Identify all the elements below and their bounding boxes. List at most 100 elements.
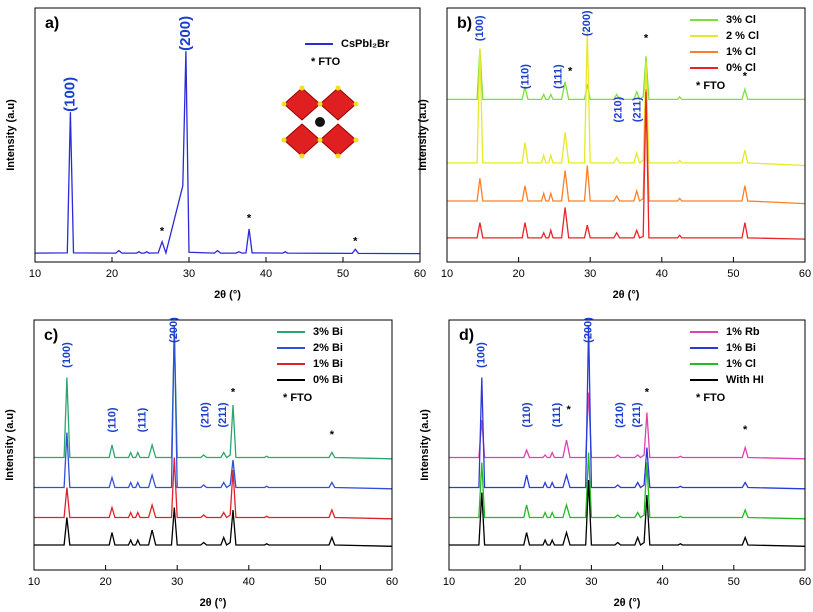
peak-index: (200) <box>581 10 593 36</box>
legend-note: * FTO <box>311 56 341 68</box>
xrd-line <box>449 479 806 547</box>
x-tick-label: 60 <box>414 268 426 280</box>
x-tick-label: 30 <box>171 576 183 588</box>
peak-index: (200) <box>582 317 594 343</box>
x-axis-label: 2θ (°) <box>613 289 640 301</box>
x-tick-label: 40 <box>656 268 668 280</box>
xrd-line <box>34 51 421 256</box>
legend-label: 3% Bi <box>313 326 343 338</box>
peak-marker: * <box>568 65 573 77</box>
peak-index: (111) <box>553 64 565 89</box>
peak-index: (100) <box>61 77 78 112</box>
y-axis-label: Intensity (a.u) <box>417 99 429 171</box>
peak-marker: * <box>160 225 165 237</box>
peak-index: (210) <box>613 96 625 122</box>
panel: 10 20 30 40 50 60 2θ (°) Intensity (a.u) a) CsPbI… <box>5 7 426 301</box>
x-tick-label: 40 <box>656 576 668 588</box>
peak-marker: * <box>353 236 358 248</box>
x-axis-label: 2θ (°) <box>214 289 241 301</box>
x-tick-label: 10 <box>441 268 453 280</box>
legend-label: 0% Bi <box>313 374 343 386</box>
legend-label: 1% Cl <box>726 358 756 370</box>
peak-marker: * <box>743 70 748 82</box>
peak-marker: * <box>743 424 748 436</box>
x-tick-label: 40 <box>260 268 272 280</box>
legend-label: 3% Cl <box>726 14 756 26</box>
xrd-line <box>449 392 806 460</box>
y-axis-label: Intensity (a.u) <box>419 409 431 481</box>
peak-index: (110) <box>520 64 532 89</box>
x-tick-label: 20 <box>99 576 111 588</box>
xrd-line <box>447 91 806 240</box>
panel-label: b) <box>457 15 472 32</box>
plot-frame <box>33 319 393 571</box>
peak-index: (210) <box>614 402 626 428</box>
xrd-line <box>449 324 806 490</box>
peak-marker: * <box>247 213 252 225</box>
legend-label: 1% Rb <box>726 326 760 338</box>
peak-index: (100) <box>61 342 73 368</box>
peak-index: (110) <box>521 402 533 427</box>
panel: 10 20 30 40 50 60 2θ (°) Intensity (a.u) d) 1% Rb… <box>419 317 811 609</box>
legend-note: * FTO <box>696 80 726 92</box>
x-tick-label: 60 <box>799 268 811 280</box>
legend-label: 2% Bi <box>313 342 343 354</box>
peak-index: (100) <box>476 342 488 368</box>
x-tick-label: 50 <box>727 268 739 280</box>
x-tick-label: 50 <box>314 576 326 588</box>
peak-index: (111) <box>137 407 149 432</box>
panel-label: a) <box>45 15 59 32</box>
xrd-line <box>34 324 393 490</box>
peak-index: (100) <box>474 15 486 41</box>
legend-label: CsPbI₂Br <box>341 38 390 50</box>
peak-marker: * <box>644 32 649 44</box>
x-tick-label: 20 <box>512 268 524 280</box>
panel-label: d) <box>459 327 474 344</box>
legend-label: 1% Cl <box>726 46 756 58</box>
legend-note: * FTO <box>283 392 313 404</box>
halide-atoms <box>281 85 359 159</box>
peak-index: (211) <box>217 402 229 427</box>
legend-label: With HI <box>726 374 764 386</box>
x-tick-label: 10 <box>28 576 40 588</box>
legend-label: 0% Cl <box>726 62 756 74</box>
x-tick-label: 50 <box>337 268 349 280</box>
plot-frame <box>448 319 806 571</box>
xrd-line <box>447 89 806 205</box>
octahedron <box>319 123 357 157</box>
x-tick-label: 10 <box>443 576 455 588</box>
x-tick-label: 40 <box>243 576 255 588</box>
peak-index: (110) <box>107 407 119 432</box>
cs-atom <box>315 117 325 127</box>
x-tick-label: 60 <box>799 576 811 588</box>
peak-index: (211) <box>631 402 643 427</box>
peak-marker: * <box>330 429 335 441</box>
peak-index: (200) <box>168 317 180 343</box>
peak-index: (200) <box>177 16 194 51</box>
plot-frame <box>446 7 806 263</box>
x-tick-label: 10 <box>29 268 41 280</box>
panel-label: c) <box>44 327 58 344</box>
panel: 10 20 30 40 50 60 2θ (°) Intensity (a.u) c) 3% Bi… <box>4 317 398 609</box>
x-tick-label: 50 <box>728 576 740 588</box>
x-tick-label: 30 <box>183 268 195 280</box>
x-tick-label: 20 <box>514 576 526 588</box>
legend-label: 1% Bi <box>313 358 343 370</box>
octahedron <box>283 123 321 157</box>
xrd-line <box>447 30 806 167</box>
legend-label: 2 % Cl <box>726 30 759 42</box>
x-tick-label: 20 <box>106 268 118 280</box>
peak-marker: * <box>566 404 571 416</box>
y-axis-label: Intensity (a.u) <box>4 409 16 481</box>
panel: 10 20 30 40 50 60 2θ (°) Intensity (a.u) b) 3% Cl… <box>417 7 811 301</box>
peak-index: (111) <box>551 402 563 427</box>
xrd-line <box>449 452 806 520</box>
peak-marker: * <box>645 386 650 398</box>
peak-index: (211) <box>631 97 643 122</box>
xrd-line <box>34 457 393 520</box>
x-axis-label: 2θ (°) <box>614 597 641 609</box>
xrd-line <box>447 48 805 101</box>
octahedron <box>319 87 357 121</box>
octahedron <box>283 87 321 121</box>
